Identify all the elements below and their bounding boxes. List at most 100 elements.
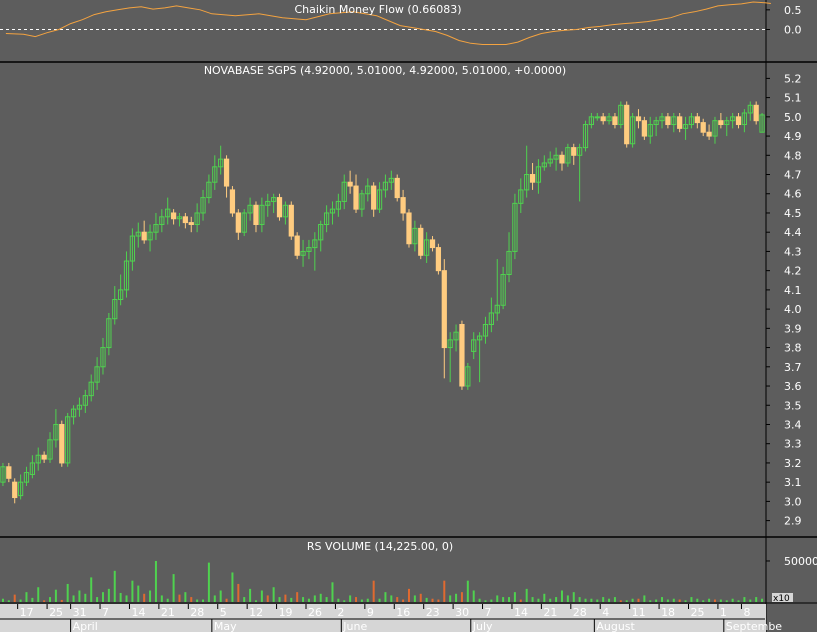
x-day-label: 19: [279, 606, 293, 619]
candle-body: [341, 181, 347, 202]
candle-body: [500, 274, 506, 306]
candle-body: [730, 116, 736, 122]
candle-body: [429, 239, 436, 249]
candle-body: [706, 131, 712, 137]
x-month-label: April: [73, 620, 98, 632]
candle-body: [553, 154, 559, 160]
candle-body: [82, 395, 88, 406]
x-day-label: 5: [220, 606, 227, 619]
price-y-tick-label: 4.0: [784, 303, 802, 316]
price-y-tick-label: 4.4: [784, 226, 802, 239]
candle-body: [565, 147, 571, 164]
candle-body: [59, 423, 65, 464]
candle-body: [529, 174, 536, 183]
candle-body: [188, 222, 194, 226]
candle-body: [488, 312, 494, 325]
candle-body: [235, 212, 241, 233]
candle-body: [294, 235, 300, 256]
candle-body: [577, 147, 583, 156]
candle-body: [571, 147, 577, 156]
x-day-label: 7: [485, 606, 492, 619]
candle-body: [329, 208, 336, 214]
candle-body: [735, 116, 742, 126]
candle-body: [153, 224, 159, 233]
x-day-label: 25: [691, 606, 705, 619]
candle-body: [223, 158, 230, 187]
x-day-label: 4: [602, 606, 609, 619]
candle-body: [512, 202, 518, 252]
candle-body: [176, 216, 183, 220]
candle-body: [35, 454, 41, 464]
x-day-label: 14: [514, 606, 528, 619]
price-y-tick-label: 4.8: [784, 149, 802, 162]
x-day-label: 23: [426, 606, 440, 619]
candle-body: [594, 116, 600, 119]
volume-multiplier-label: x10: [773, 594, 790, 604]
x-day-label: 28: [573, 606, 587, 619]
x-month-label: August: [596, 620, 635, 632]
x-day-label: 26: [308, 606, 322, 619]
candle-body: [241, 212, 247, 233]
candle-body: [535, 166, 542, 183]
candle-body: [41, 454, 47, 460]
candle-body: [112, 299, 118, 320]
x-day-label: 14: [131, 606, 145, 619]
candle-body: [288, 204, 294, 237]
candle-body: [647, 124, 653, 137]
price-y-tick-label: 2.9: [784, 515, 802, 528]
candle-body: [371, 185, 377, 210]
candle-body: [494, 304, 500, 314]
x-day-label: 2: [337, 606, 344, 619]
candle-body: [441, 270, 447, 349]
candle-body: [194, 212, 200, 226]
candle-body: [159, 216, 165, 226]
price-y-tick-label: 4.2: [784, 265, 802, 278]
candle-body: [635, 116, 642, 122]
candle-body: [559, 154, 565, 164]
candle-body: [482, 323, 489, 337]
x-day-label: 25: [49, 606, 63, 619]
candle-body: [170, 212, 177, 220]
candle-body: [612, 116, 618, 126]
candle-body: [506, 250, 512, 276]
candle-body: [200, 197, 206, 214]
candle-body: [694, 116, 700, 124]
x-day-label: 1: [720, 606, 727, 619]
x-day-label: 17: [20, 606, 34, 619]
price-y-tick-label: 3.9: [784, 322, 802, 335]
candle-body: [135, 231, 141, 237]
x-month-label: June: [342, 620, 367, 632]
candle-body: [212, 166, 218, 183]
candle-body: [276, 197, 283, 218]
candle-body: [753, 104, 759, 122]
candle-body: [400, 197, 406, 214]
cmf-panel-title: Chaikin Money Flow (0.66083): [295, 3, 462, 16]
candle-body: [218, 158, 224, 168]
volume-y-tick-label: 50000: [784, 555, 817, 568]
candle-body: [206, 181, 212, 199]
candle-body: [712, 120, 718, 137]
candle-body: [259, 204, 265, 226]
volume-panel-title: RS VOLUME (14,225.00, 0): [307, 540, 453, 553]
candle-body: [641, 120, 647, 137]
candle-body: [682, 124, 689, 129]
x-day-label: 8: [743, 606, 750, 619]
candle-body: [476, 335, 483, 341]
x-day-label: 16: [396, 606, 410, 619]
candle-body: [65, 416, 71, 464]
x-day-label: 7: [102, 606, 109, 619]
candle-body: [718, 120, 724, 126]
candle-body: [141, 231, 147, 241]
candle-body: [471, 339, 477, 352]
candle-body: [618, 104, 624, 126]
candle-body: [88, 381, 94, 397]
candle-body: [17, 481, 24, 497]
x-month-label: Septembe: [726, 620, 783, 632]
price-y-tick-label: 3.3: [784, 438, 802, 451]
candle-body: [447, 339, 453, 349]
price-y-tick-label: 5.1: [784, 92, 802, 105]
price-y-tick-label: 4.9: [784, 130, 802, 143]
price-y-tick-label: 4.6: [784, 188, 802, 201]
